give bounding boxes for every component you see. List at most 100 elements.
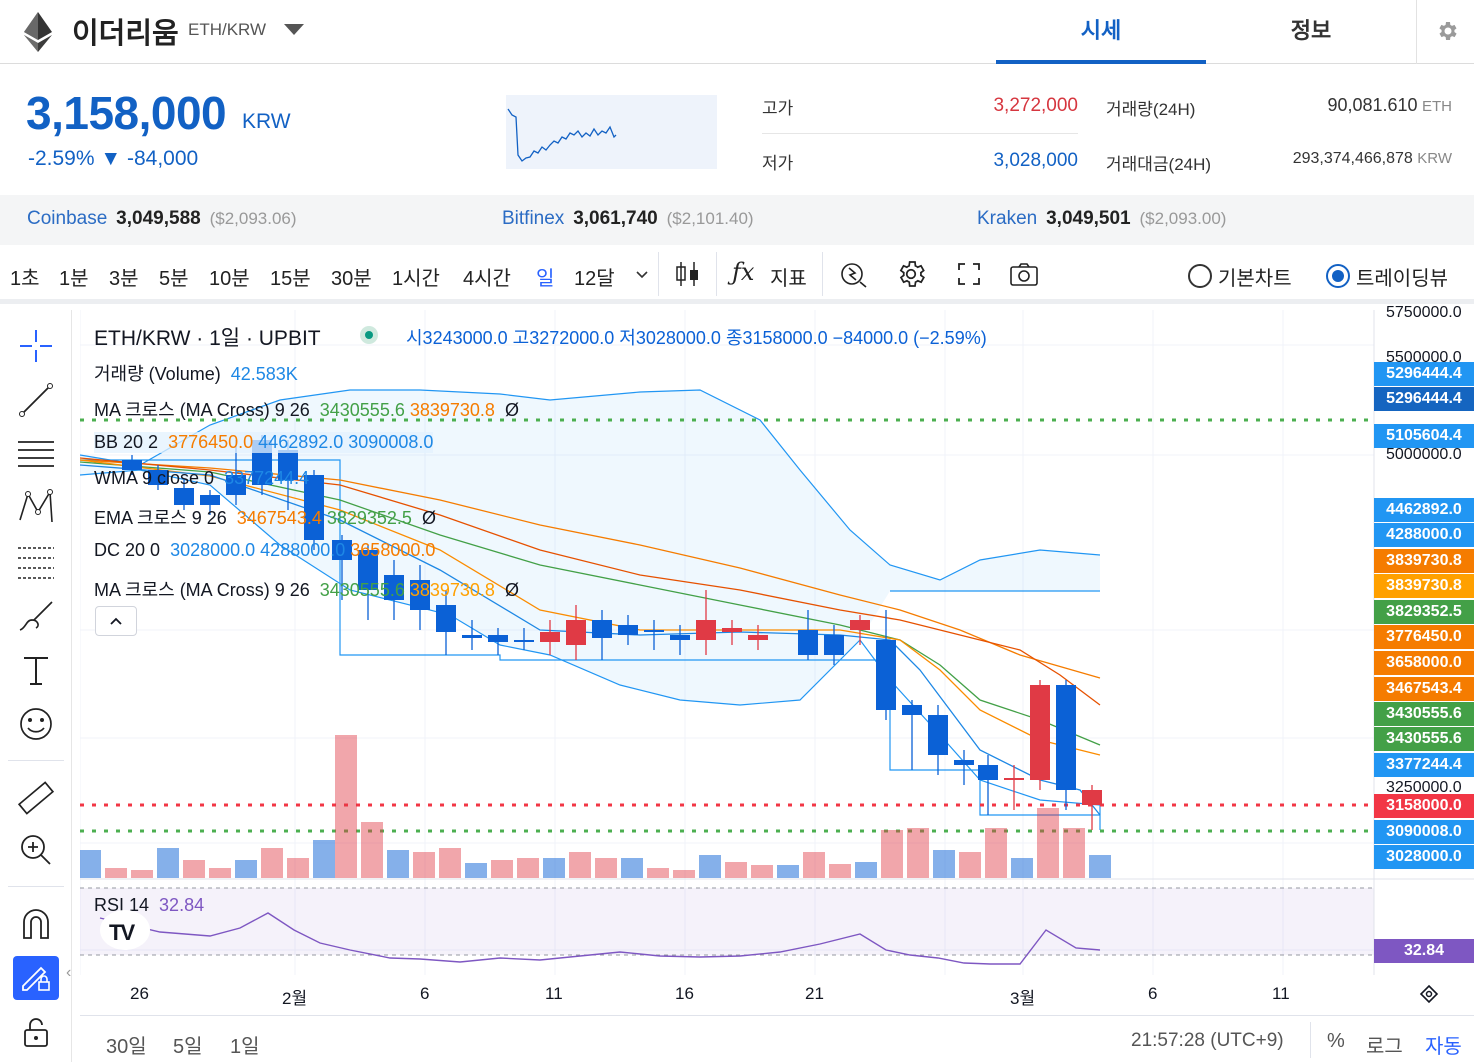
basic-chart-label[interactable]: 기본차트 [1218,268,1292,290]
reset-scale-icon[interactable] [1418,983,1440,1005]
pattern-icon[interactable] [16,488,56,528]
percent-button[interactable]: % [1327,1030,1345,1052]
lock-icon[interactable] [16,1012,56,1052]
interval-4h[interactable]: 4시간 [463,268,511,290]
price-axis-label: 3090008.0 [1374,820,1474,844]
camera-icon[interactable] [1008,258,1040,290]
fib-retracement-icon[interactable] [16,542,56,582]
interval-12mo[interactable]: 12달 [574,268,615,290]
high-label: 고가 [762,99,794,118]
candle-body [278,450,298,480]
basic-chart-radio[interactable] [1188,264,1212,288]
candle-body [514,640,534,642]
gear-icon [1439,22,1457,40]
toolbar-divider [658,252,659,296]
price-axis-label: 5296444.4 [1374,362,1474,386]
chart-settings-gear-icon[interactable] [895,258,927,290]
keep-drawing-button[interactable] [13,956,59,1000]
time-label: 3월 [1010,989,1036,1008]
price-axis-label: 4288000.0 [1374,523,1474,547]
legend-bb[interactable]: BB 20 2 3776450.0 4462892.0 3090008.0 [94,432,434,453]
chart-title: ETH/KRW · 1일 · UPBIT [94,327,321,350]
interval-3m[interactable]: 3분 [109,268,139,290]
candle-body [148,470,168,485]
candle-body [462,635,482,638]
range-1d[interactable]: 1일 [230,1036,260,1058]
collapse-legend-button[interactable] [95,606,137,636]
interval-1m[interactable]: 1분 [59,268,89,290]
volume-bar [1089,855,1111,878]
legend-ema-cross[interactable]: EMA 크로스 9 26 3467543.4 3829352.5 Ø [94,504,436,530]
magnet-icon[interactable] [16,904,56,944]
ruler-icon[interactable] [16,778,56,818]
volume-24h: 90,081.610 ETH [1250,95,1452,116]
tab-price[interactable]: 시세 [996,0,1206,64]
candle-body [722,628,742,632]
tradingview-logo[interactable]: TV [100,910,150,950]
exchange-price-bar [0,195,1474,245]
interval-1d[interactable]: 일 [536,268,555,290]
horizontal-lines-icon[interactable] [16,434,56,474]
candle-body [644,630,664,632]
time-label: 6 [420,984,430,1003]
indicator-fx-icon[interactable]: ƒx [732,258,755,286]
interval-30m[interactable]: 30분 [331,268,372,290]
candle-style-icon[interactable] [672,258,704,290]
volume-bar [235,860,257,878]
time-label: 21 [805,984,824,1003]
interval-10m[interactable]: 10분 [209,268,250,290]
volume-bar [777,865,799,878]
legend-value: 3776450.0 [168,432,254,452]
candle-body [1030,685,1050,780]
price-axis-label: 4462892.0 [1374,498,1474,522]
volume-bar [647,868,669,878]
log-button[interactable]: 로그 [1366,1036,1403,1058]
chevron-down-icon[interactable] [634,266,650,282]
legend-volume[interactable]: 거래량 (Volume) 42.583K [94,360,298,386]
legend-ma-cross[interactable]: MA 크로스 (MA Cross) 9 26 3430555.6 3839730… [94,396,519,422]
crosshair-icon[interactable] [16,326,56,366]
indicator-button[interactable]: 지표 [770,268,807,290]
rsi-line [99,912,1101,965]
legend-dc[interactable]: DC 20 0 3028000.0 4288000.0 3658000.0 [94,540,435,561]
settings-button[interactable] [1416,0,1474,64]
interval-1s[interactable]: 1초 [10,268,40,290]
volume-bar [105,868,127,878]
emoji-icon[interactable] [16,704,56,744]
price-chart[interactable] [80,310,1474,1015]
volume-bar [881,830,903,878]
legend-ma-cross-2[interactable]: MA 크로스 (MA Cross) 9 26 3430555.6 3839730… [94,576,519,602]
text-tool-icon[interactable] [16,650,56,690]
legend-value: 4462892.0 [258,432,344,452]
legend-rsi[interactable]: RSI 14 32.84 [94,895,204,916]
legend-value: 3467543.4 [236,508,322,528]
tab-info[interactable]: 정보 [1290,18,1332,43]
interval-1h[interactable]: 1시간 [392,268,440,290]
volume-bar [855,862,877,878]
coin-select-caret-icon[interactable] [284,24,304,35]
volume-label: 거래량(24H) [1106,100,1196,119]
trend-line-icon[interactable] [16,380,56,420]
range-5d[interactable]: 5일 [173,1036,203,1058]
brush-icon[interactable] [16,596,56,636]
alert-icon[interactable] [838,258,870,290]
legend-wma[interactable]: WMA 9 close 0 3377244.4 [94,468,309,489]
fullscreen-icon[interactable] [953,258,985,290]
toolbar-divider [822,252,823,296]
ohlc-values: 시3243000.0 고3272000.0 저3028000.0 종315800… [406,328,987,348]
candle-body [1056,685,1076,790]
legend-value: 3028000.0 [170,540,256,560]
auto-button[interactable]: 자동 [1425,1036,1462,1058]
interval-5m[interactable]: 5분 [159,268,189,290]
collapse-toolbar-icon[interactable]: ‹ [66,964,72,981]
zoom-in-icon[interactable] [16,830,56,870]
tradingview-radio[interactable] [1326,264,1350,288]
interval-15m[interactable]: 15분 [270,268,311,290]
tradingview-label[interactable]: 트레이딩뷰 [1356,268,1448,290]
range-30d[interactable]: 30일 [106,1036,147,1058]
candle-body [928,715,948,755]
volume-bar [465,863,487,878]
volume-bar [985,828,1007,878]
chart-footer [80,1015,1474,1062]
candle-body [696,620,716,640]
